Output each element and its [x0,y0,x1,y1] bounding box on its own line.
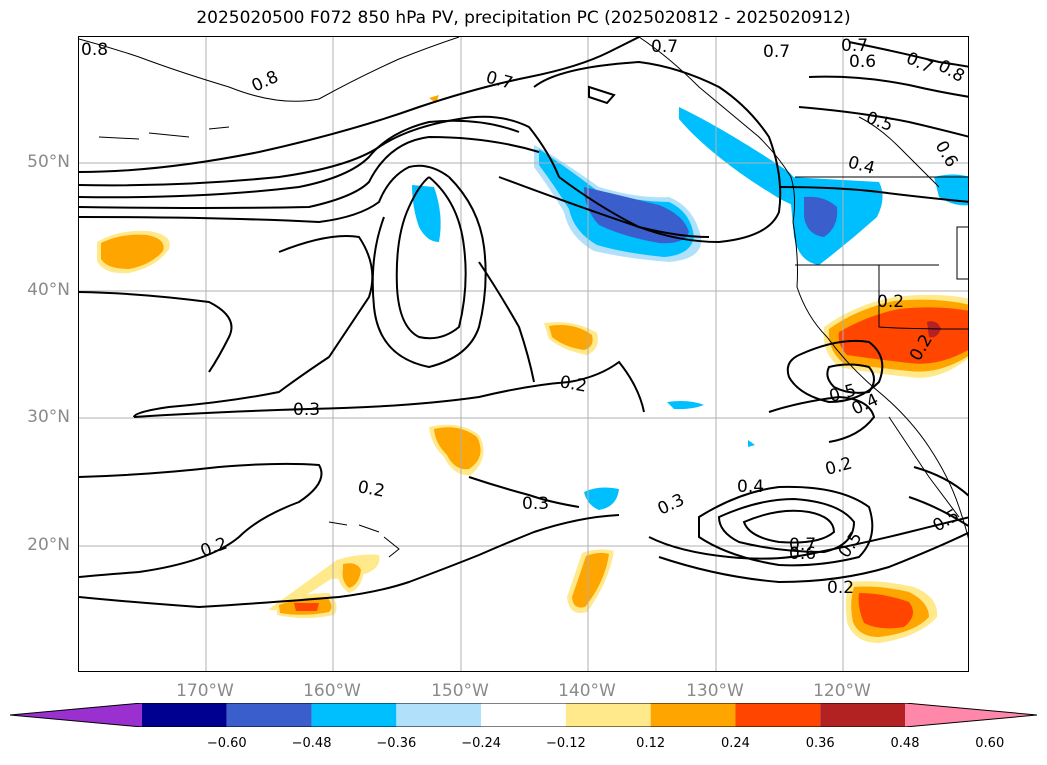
contour-label: 0.2 [198,534,230,562]
colorbar-cell [142,703,227,727]
contour-label: 0.7 [651,37,678,57]
contour-label: 0.8 [249,67,282,97]
contour-labels: 0.8 0.8 0.7 0.7 0.7 0.7 0.6 0.7 0.8 0.5 … [81,37,968,598]
colorbar-cell [10,703,142,727]
coastlines [79,37,968,558]
contour-label: 0.6 [849,52,876,72]
lat-label-40n: 40°N [27,280,70,300]
colorbar-tick-label: 0.24 [720,736,750,751]
contour-label: 0.5 [835,528,867,562]
colorbar-cell [905,703,1037,727]
contour-label: 0.4 [737,477,764,497]
colorbar-cell [565,703,651,727]
colorbar-cell [820,703,905,727]
colorbar-cell [396,703,482,727]
contour-label: 0.7 [903,48,936,78]
lon-label-170w: 170°W [176,681,234,701]
colorbar-tick-label: 0.60 [975,736,1005,751]
contour-label: 0.4 [846,153,877,179]
colorbar-cell [311,703,397,727]
lon-label-150w: 150°W [431,681,489,701]
contour-label: 0.6 [789,544,816,564]
lat-label-50n: 50°N [27,152,70,172]
colorbar-cell [481,703,566,727]
contour-label: 0.8 [81,40,108,60]
pv-contours [79,37,968,609]
contour-label: 0.2 [356,477,386,501]
contour-label: 0.5 [930,505,963,536]
map-panel: 0.8 0.8 0.7 0.7 0.7 0.7 0.6 0.7 0.8 0.5 … [78,36,969,672]
contour-label: 0.7 [763,42,790,62]
colorbar-tick-label: 0.36 [805,736,835,751]
contour-label: 0.3 [655,490,688,520]
contour-label: 0.3 [293,400,320,420]
contour-label: 0.2 [823,454,854,480]
contour-label: 0.5 [863,108,895,136]
map-title: 2025020500 F072 850 hPa PV, precipitatio… [196,8,851,28]
contour-label: 0.3 [522,494,549,514]
lat-label-30n: 30°N [27,407,70,427]
colorbar-cell [650,703,736,727]
contour-label: 0.2 [558,372,588,396]
contour-label: 0.8 [935,56,968,87]
contour-label: 0.6 [931,138,962,171]
lon-label-120w: 120°W [813,681,871,701]
colorbar [10,703,1037,727]
contour-label: 0.7 [789,535,816,555]
contour-label: 0.2 [827,578,854,598]
precip-positive-shading [97,95,968,643]
graticule [79,37,968,671]
colorbar-tick-label: 0.48 [890,736,920,751]
colorbar-cell [735,703,821,727]
colorbar-tick-label: −0.24 [461,736,502,751]
colorbar-cell [226,703,312,727]
contour-label: 0.7 [841,37,868,56]
colorbar-tick-label: 0.12 [636,736,666,751]
contour-label: 0.2 [877,292,904,312]
lon-label-130w: 130°W [686,681,744,701]
colorbar-tick-label: −0.48 [291,736,332,751]
map-canvas: 0.8 0.8 0.7 0.7 0.7 0.7 0.6 0.7 0.8 0.5 … [79,37,968,671]
lat-label-20n: 20°N [27,535,70,555]
colorbar-tick-label: −0.60 [206,736,247,751]
lon-label-160w: 160°W [303,681,361,701]
colorbar-tick-label: −0.12 [545,736,586,751]
contour-label: 0.7 [484,68,515,94]
lon-label-140w: 140°W [558,681,616,701]
colorbar-tick-label: −0.36 [376,736,417,751]
